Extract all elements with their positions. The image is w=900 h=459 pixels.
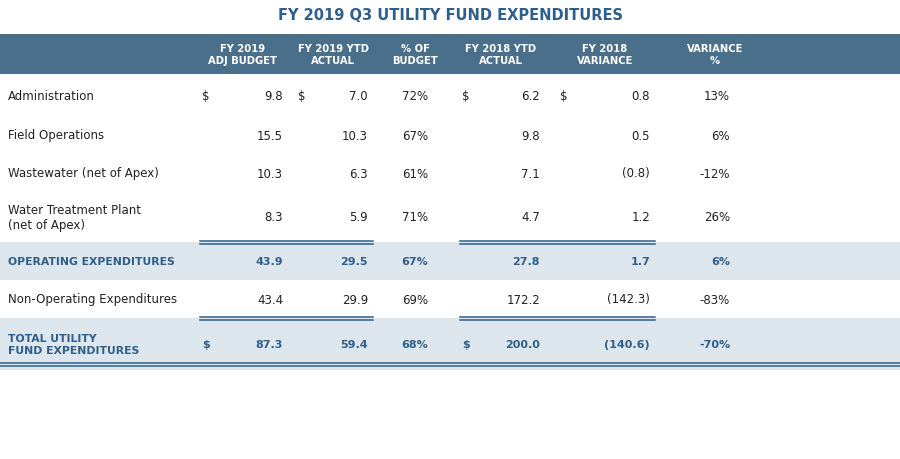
Text: OPERATING EXPENDITURES: OPERATING EXPENDITURES	[8, 257, 175, 266]
Text: 43.4: 43.4	[256, 293, 283, 306]
Text: 200.0: 200.0	[505, 339, 540, 349]
Text: 1.7: 1.7	[630, 257, 650, 266]
Text: 15.5: 15.5	[257, 129, 283, 142]
Text: Non-Operating Expenditures: Non-Operating Expenditures	[8, 293, 177, 306]
Text: FY 2019 Q3 UTILITY FUND EXPENDITURES: FY 2019 Q3 UTILITY FUND EXPENDITURES	[277, 7, 623, 22]
Text: -12%: -12%	[699, 167, 730, 180]
Text: 7.0: 7.0	[349, 90, 368, 102]
Text: 4.7: 4.7	[521, 211, 540, 224]
Text: Wastewater (net of Apex): Wastewater (net of Apex)	[8, 167, 159, 180]
Text: 29.9: 29.9	[342, 293, 368, 306]
Text: Water Treatment Plant
(net of Apex): Water Treatment Plant (net of Apex)	[8, 203, 141, 232]
Text: 13%: 13%	[704, 90, 730, 102]
Text: 72%: 72%	[402, 90, 428, 102]
Text: 26%: 26%	[704, 211, 730, 224]
Text: TOTAL UTILITY
FUND EXPENDITURES: TOTAL UTILITY FUND EXPENDITURES	[8, 333, 140, 355]
Text: 6%: 6%	[711, 129, 730, 142]
Text: 0.5: 0.5	[632, 129, 650, 142]
Text: 172.2: 172.2	[506, 293, 540, 306]
Text: 67%: 67%	[401, 257, 428, 266]
Text: 0.8: 0.8	[632, 90, 650, 102]
Text: (140.6): (140.6)	[605, 339, 650, 349]
Text: 1.2: 1.2	[631, 211, 650, 224]
Text: (142.3): (142.3)	[608, 293, 650, 306]
Text: 87.3: 87.3	[256, 339, 283, 349]
Text: FY 2018 YTD
ACTUAL: FY 2018 YTD ACTUAL	[465, 44, 536, 66]
Bar	[0, 35, 900, 75]
Text: 69%: 69%	[402, 293, 428, 306]
Text: FY 2019
ADJ BUDGET: FY 2019 ADJ BUDGET	[208, 44, 277, 66]
Text: 68%: 68%	[401, 339, 428, 349]
Text: $: $	[202, 339, 210, 349]
Text: 10.3: 10.3	[342, 129, 368, 142]
Bar	[0, 242, 900, 280]
Text: $: $	[298, 90, 305, 102]
Text: % OF
BUDGET: % OF BUDGET	[392, 44, 438, 66]
Text: -70%: -70%	[699, 339, 730, 349]
Text: 6%: 6%	[711, 257, 730, 266]
Text: $: $	[462, 339, 470, 349]
Text: (0.8): (0.8)	[622, 167, 650, 180]
Text: $: $	[462, 90, 470, 102]
Text: 10.3: 10.3	[257, 167, 283, 180]
Text: 71%: 71%	[402, 211, 428, 224]
Text: 27.8: 27.8	[512, 257, 540, 266]
Text: -83%: -83%	[700, 293, 730, 306]
Text: 7.1: 7.1	[521, 167, 540, 180]
Text: $: $	[560, 90, 568, 102]
Text: 6.2: 6.2	[521, 90, 540, 102]
Text: FY 2018
VARIANCE: FY 2018 VARIANCE	[577, 44, 634, 66]
Text: 29.5: 29.5	[340, 257, 368, 266]
Text: 59.4: 59.4	[340, 339, 368, 349]
Text: 6.3: 6.3	[349, 167, 368, 180]
Text: 67%: 67%	[402, 129, 428, 142]
Text: FY 2019 YTD
ACTUAL: FY 2019 YTD ACTUAL	[298, 44, 368, 66]
Text: Administration: Administration	[8, 90, 94, 102]
Text: 9.8: 9.8	[265, 90, 283, 102]
Text: VARIANCE
%: VARIANCE %	[687, 44, 743, 66]
Text: 9.8: 9.8	[521, 129, 540, 142]
Text: 61%: 61%	[402, 167, 428, 180]
Text: Field Operations: Field Operations	[8, 129, 104, 142]
Text: 5.9: 5.9	[349, 211, 368, 224]
Text: $: $	[202, 90, 210, 102]
Text: 8.3: 8.3	[265, 211, 283, 224]
Text: 43.9: 43.9	[256, 257, 283, 266]
Bar	[0, 318, 900, 370]
